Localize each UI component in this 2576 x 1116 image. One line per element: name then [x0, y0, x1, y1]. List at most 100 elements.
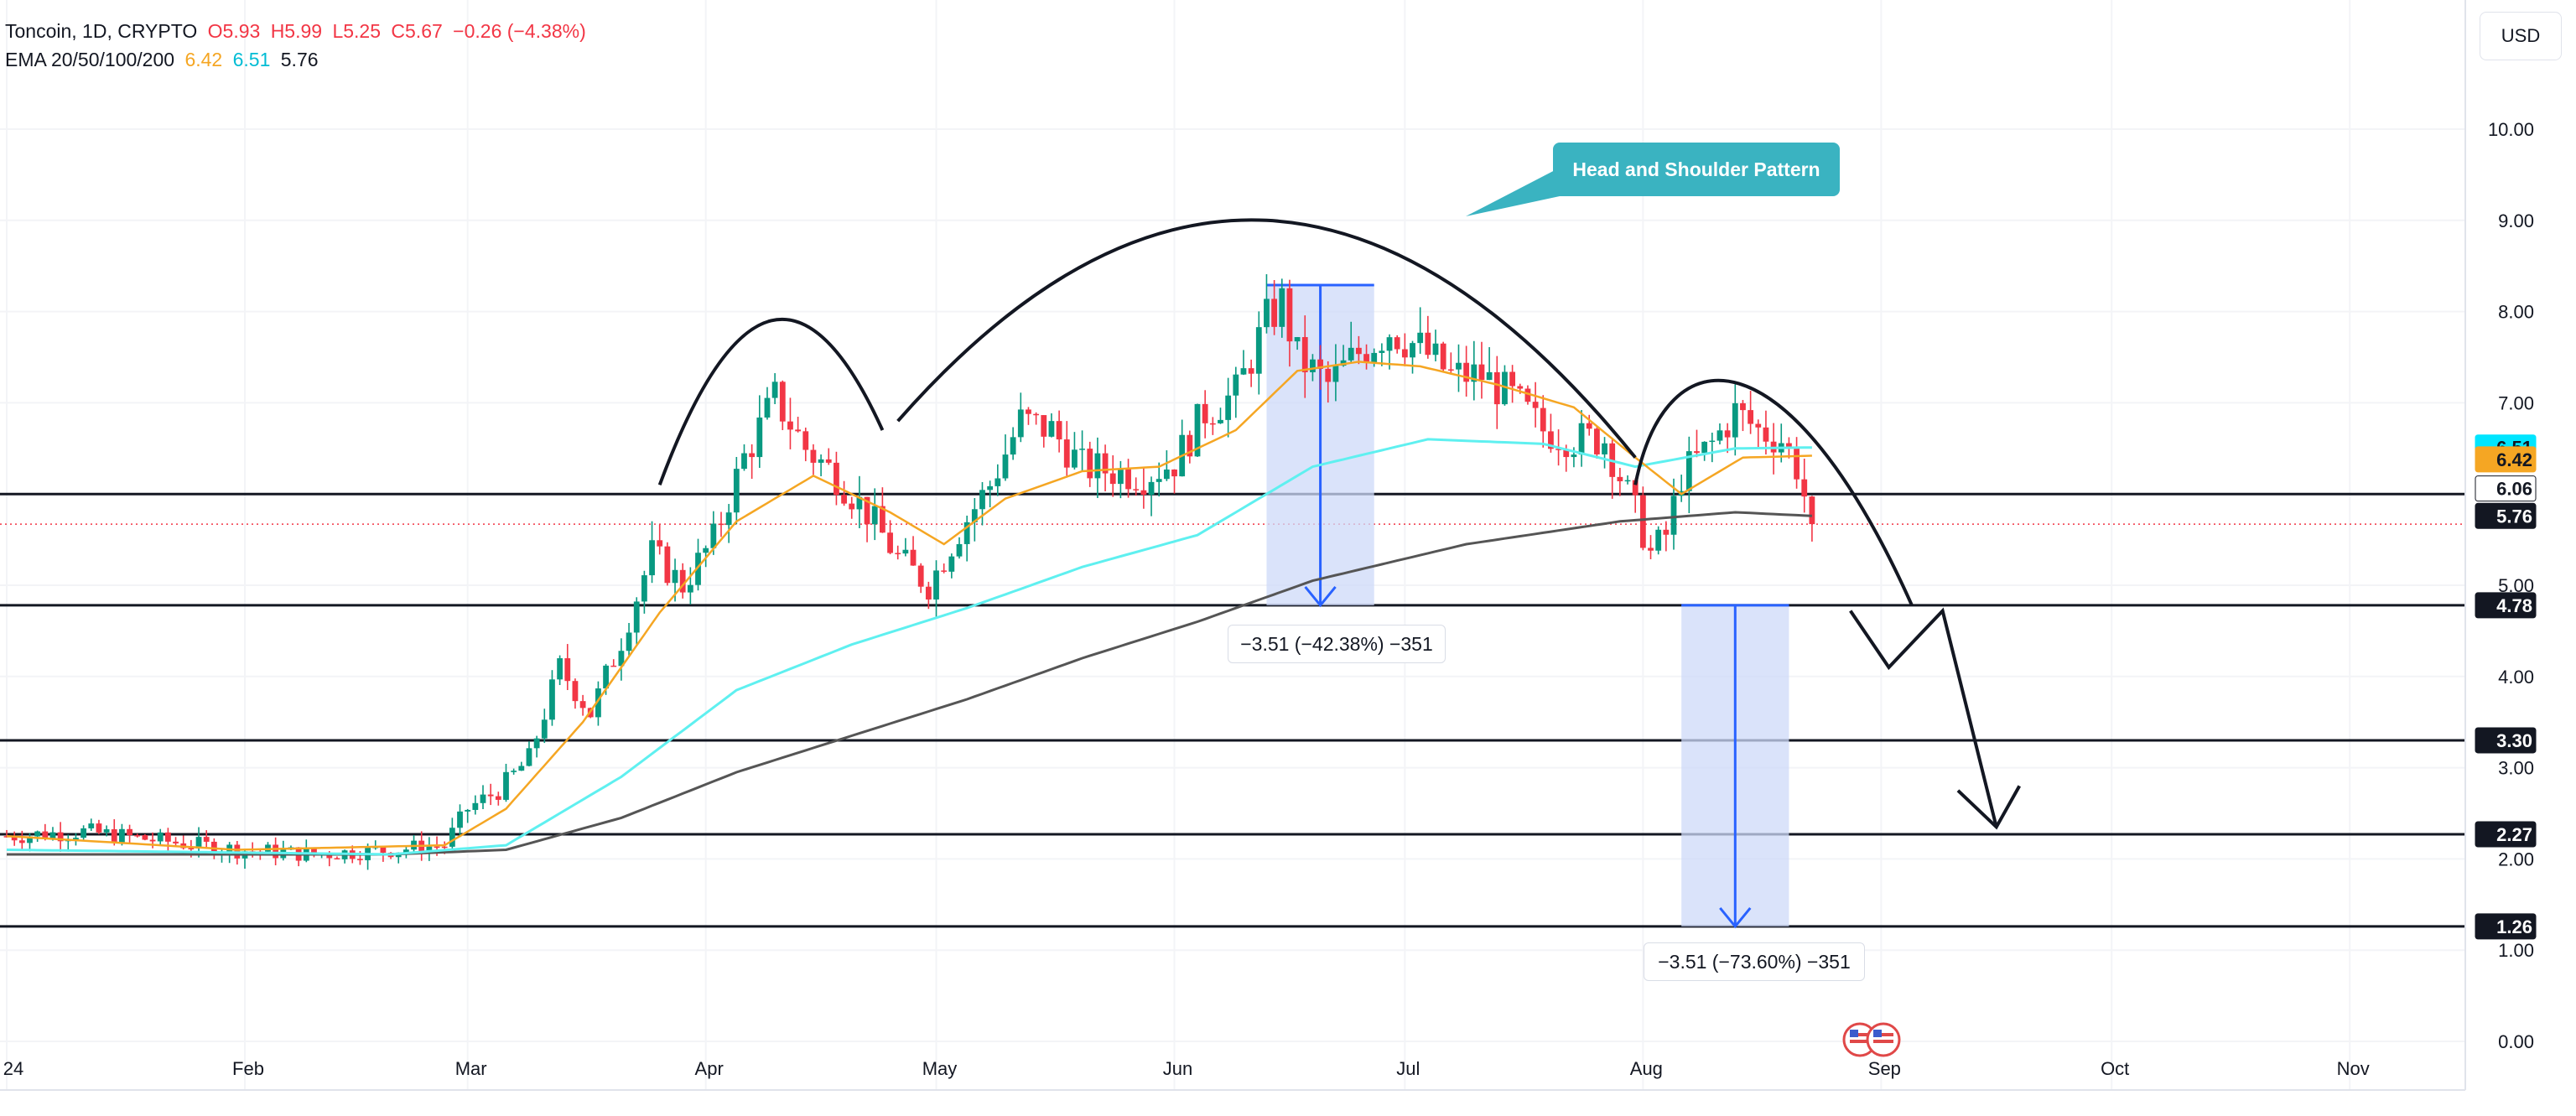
- candle-body: [1355, 347, 1362, 355]
- candle-body: [1648, 548, 1654, 551]
- price-tag-label: 3.30: [2496, 730, 2532, 751]
- candle-body: [948, 556, 955, 572]
- candle-body: [1271, 298, 1278, 327]
- candle-body: [1094, 453, 1101, 479]
- candle-body: [1624, 480, 1631, 482]
- time-tick-label: Oct: [2101, 1058, 2129, 1079]
- candle-body: [987, 485, 994, 491]
- candle-body: [1125, 469, 1131, 490]
- price-tick-label: 8.00: [2498, 302, 2534, 323]
- candle-body: [971, 509, 978, 522]
- candle-body: [1794, 448, 1800, 480]
- currency-selector[interactable]: USD: [2480, 12, 2562, 60]
- candle-body: [1301, 337, 1308, 372]
- event-flags[interactable]: [1841, 1021, 1909, 1058]
- candle-body: [495, 796, 501, 800]
- price-tag-label: 2.27: [2496, 824, 2532, 845]
- candle-body: [887, 532, 893, 553]
- time-tick-label: 24: [3, 1058, 23, 1079]
- candle-body: [1240, 368, 1247, 375]
- candle-body: [480, 794, 486, 803]
- candle-body: [57, 832, 64, 842]
- candle-body: [941, 570, 948, 572]
- candle-body: [11, 836, 18, 841]
- candle-body: [1109, 473, 1116, 485]
- candle-body: [718, 523, 724, 526]
- candle-body: [42, 831, 49, 839]
- candle-body: [1294, 337, 1301, 342]
- candle-body: [526, 748, 532, 766]
- candle-body: [1248, 368, 1254, 374]
- candle-body: [963, 522, 970, 544]
- candle-body: [49, 832, 56, 839]
- candle-body: [1586, 423, 1592, 429]
- candle-body: [1255, 327, 1262, 374]
- time-tick-label: Nov: [2337, 1058, 2370, 1079]
- price-tag-label: 6.42: [2496, 449, 2532, 470]
- candle-body: [326, 854, 333, 859]
- support-resistance-lines: [0, 492, 2465, 928]
- candle-body: [1225, 395, 1232, 420]
- left-shoulder-curve: [657, 317, 885, 486]
- candle-body: [434, 846, 440, 849]
- price-tag: [2475, 592, 2537, 619]
- candle-body: [1371, 352, 1378, 363]
- price-tick-label: 7.00: [2498, 392, 2534, 413]
- candle-body: [157, 832, 164, 842]
- price-tick-label: 0.00: [2498, 1031, 2534, 1052]
- candle-body: [1456, 362, 1462, 370]
- candle-body: [111, 829, 117, 843]
- candle-body: [472, 802, 479, 810]
- candle-body: [664, 546, 671, 584]
- candle-body: [910, 549, 917, 566]
- candle-body: [1171, 469, 1177, 477]
- candle-body: [1041, 415, 1047, 437]
- candle-body: [549, 679, 555, 720]
- price-tag-label: 5.76: [2496, 506, 2532, 527]
- candle-body: [1440, 343, 1446, 370]
- candle-body: [1379, 350, 1385, 353]
- ema-legend[interactable]: EMA 20/50/100/200 6.42 6.51 5.76: [5, 49, 324, 71]
- candle-body: [879, 506, 886, 533]
- candle-body: [1563, 449, 1570, 458]
- candle-body: [1502, 371, 1508, 405]
- measure-boxes: [1266, 283, 1789, 929]
- ohlc-low: L5.25: [332, 20, 382, 42]
- candle-body: [73, 838, 79, 840]
- candle-body: [1087, 449, 1093, 479]
- ema-label: EMA 20/50/100/200: [5, 49, 175, 70]
- candle-body: [925, 586, 932, 600]
- candle-body: [119, 828, 125, 843]
- candle-body: [1332, 366, 1339, 382]
- candle-body: [1102, 453, 1109, 474]
- candle-body: [825, 459, 832, 463]
- candle-body: [1140, 490, 1147, 496]
- measure-1-arrowhead: [1304, 585, 1337, 608]
- candle-body: [1401, 349, 1408, 358]
- candle-body: [273, 844, 279, 859]
- candle-body: [1048, 421, 1055, 437]
- candle-body: [334, 858, 340, 859]
- projection-arrowhead: [1956, 785, 2022, 830]
- candle-body: [418, 840, 425, 854]
- symbol-legend[interactable]: Toncoin, 1D, CRYPTO O5.93 H5.99 L5.25 C5…: [5, 20, 591, 43]
- candle-body: [96, 823, 102, 833]
- candle-body: [1148, 481, 1155, 496]
- right-shoulder-curve: [1633, 378, 1914, 606]
- candle-body: [1425, 332, 1431, 356]
- candle-body: [1348, 347, 1354, 361]
- candle-body: [149, 839, 156, 842]
- candle-body: [1279, 288, 1285, 327]
- candle-body: [695, 553, 701, 585]
- pattern-callout: Head and Shoulder Pattern: [1553, 143, 1840, 196]
- candle-body: [465, 809, 471, 812]
- candle-body: [834, 462, 839, 496]
- candle-body: [1716, 430, 1723, 441]
- candle-body: [1410, 343, 1415, 358]
- ohlc-close: C5.67: [391, 20, 443, 42]
- candle-body: [1117, 469, 1124, 485]
- candle-body: [518, 766, 525, 771]
- price-tag: [2475, 821, 2537, 848]
- ohlc-high: H5.99: [270, 20, 323, 42]
